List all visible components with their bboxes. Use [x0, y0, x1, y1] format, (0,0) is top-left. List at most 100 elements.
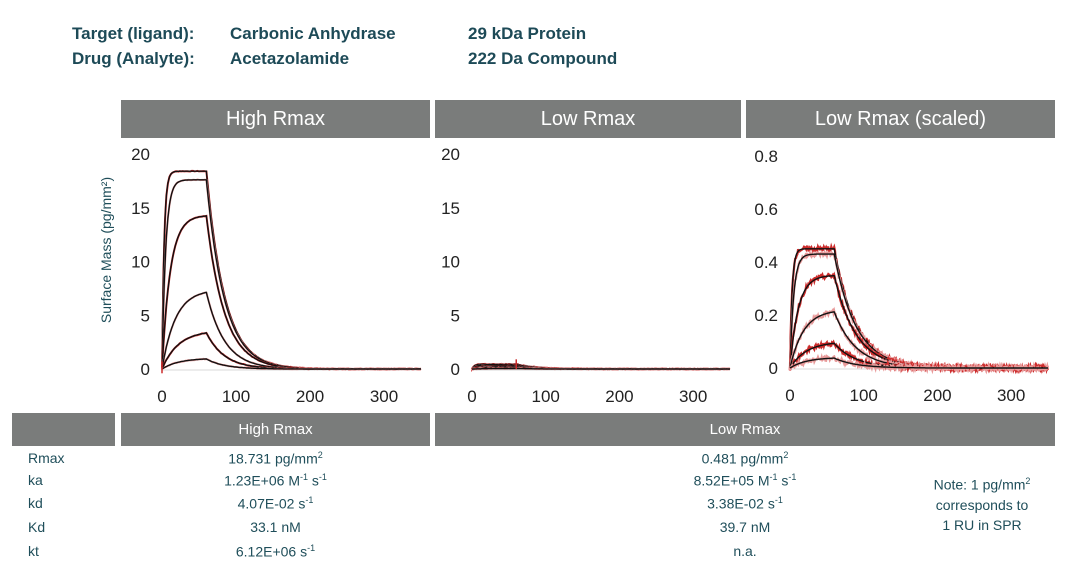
- chart-2-ytick-label: 0.8: [754, 147, 778, 166]
- chart-2-ytick-label: 0.2: [754, 306, 778, 325]
- chart-1-ytick-label: 15: [441, 199, 460, 218]
- table-header-low: Low Rmax: [435, 413, 1055, 446]
- chart-2-xtick-label: 0: [785, 386, 794, 405]
- chart-0-data-trace: [161, 178, 421, 371]
- chart-0-fit-line: [161, 215, 421, 370]
- cell-high-kd-part: 4.07E-02 s: [237, 495, 306, 512]
- cell-low-ka-part_sup: -1: [769, 472, 778, 482]
- chart-0-ytick-label: 15: [131, 199, 150, 218]
- note-line3: 1 RU in SPR: [942, 516, 1022, 533]
- chart-2-data-trace: [788, 271, 1049, 375]
- cell-high-ka-part_tail: s: [308, 472, 319, 489]
- chart-2-ytick-label: 0.6: [754, 200, 778, 219]
- chart-2-fit-line: [789, 275, 1048, 369]
- chart-2-data-trace: [788, 306, 1049, 374]
- cell-high-rmax-part: 18.731 pg/mm: [228, 450, 318, 467]
- cell-high-ka-part_sup2: -1: [318, 472, 327, 482]
- chart-2-xtick-label: 200: [923, 386, 951, 405]
- cell-low-kt: n.a.: [435, 543, 1055, 559]
- chart-2-data-trace: [788, 242, 1050, 375]
- note-line2: corresponds to: [935, 496, 1029, 513]
- chart-1-xtick-label: 200: [605, 387, 633, 406]
- note: Note: 1 pg/mm2 corresponds to 1 RU in SP…: [912, 471, 1052, 535]
- sensorgram-charts: Surface Mass (pg/mm²) 0 100 200 30005101520…: [98, 145, 1050, 406]
- row-label-ka: ka: [28, 472, 43, 488]
- chart-0-xtick-label: 200: [296, 387, 324, 406]
- cell-low-kd: 3.38E-02 s-1: [435, 495, 1055, 512]
- note-sup: 2: [1025, 476, 1031, 486]
- cell-high-ka: 1.23E+06 M-1 s-1: [121, 472, 430, 489]
- cell-low-kd-part_sup: -1: [774, 495, 783, 505]
- cell-low-kd-part: 3.38E-02 s: [707, 495, 775, 512]
- cell-high-rmax-part_sup: 2: [317, 450, 323, 460]
- cell-low-kd-part: 39.7 nM: [719, 519, 771, 535]
- cell-low-rmax-part_sup: 2: [783, 450, 789, 460]
- cell-high-kt-part: 6.12E+06 s: [235, 543, 308, 560]
- panel-title-low-rmax: Low Rmax: [435, 100, 741, 138]
- row-label-kd: Kd: [28, 519, 46, 535]
- chart-2-ytick-label: 0.4: [754, 253, 778, 272]
- cell-low-ka-part: 8.52E+05 M: [693, 472, 770, 489]
- cell-high-kt-part_sup: -1: [307, 543, 316, 553]
- cell-low-ka-part_sup2: -1: [788, 472, 797, 482]
- chart-0-data-trace: [161, 291, 422, 371]
- chart-2-fit-line: [789, 248, 1048, 369]
- chart-2-xtick-label: 300: [997, 386, 1025, 405]
- panel-title-high-rmax: High Rmax: [121, 100, 430, 138]
- chart-1-xtick-label: 100: [532, 387, 560, 406]
- chart-0-ytick-label: 5: [141, 306, 150, 325]
- row-label-kt: kt: [28, 543, 39, 559]
- chart-2-ytick-label: 0: [769, 359, 778, 378]
- target-value: Carbonic Anhydrase: [230, 24, 396, 43]
- chart-2-xtick-label: 100: [850, 386, 878, 405]
- chart-0-xtick-label: 0: [157, 387, 166, 406]
- cell-low-rmax: 0.481 pg/mm2: [435, 450, 1055, 467]
- chart-1-ytick-label: 0: [451, 360, 460, 379]
- cell-high-ka-part_sup: -1: [299, 472, 308, 482]
- chart-0-fit-line: [161, 179, 421, 370]
- drug-label: Drug (Analyte):: [72, 49, 195, 68]
- drug-size: 222 Da Compound: [468, 49, 618, 68]
- cell-high-rmax: 18.731 pg/mm2: [121, 450, 430, 467]
- cell-high-kd-part_sup: -1: [305, 495, 314, 505]
- chart-1-ytick-label: 5: [451, 306, 460, 325]
- chart-0-data-trace: [161, 169, 422, 371]
- cell-high-kd-part: 33.1 nM: [250, 519, 301, 535]
- chart-0-xtick-label: 300: [370, 387, 398, 406]
- cell-low-kt-part: n.a.: [733, 543, 757, 559]
- chart-0-fit-line: [161, 332, 421, 370]
- chart-1-ytick-label: 20: [441, 145, 460, 164]
- chart-1-xtick-label: 0: [467, 387, 476, 406]
- note-line1: Note: 1 pg/mm: [933, 476, 1026, 493]
- target-size: 29 kDa Protein: [468, 24, 587, 43]
- cell-high-kd: 33.1 nM: [121, 519, 430, 535]
- cell-low-ka-part_tail: s: [777, 472, 789, 489]
- chart-1-xtick-label: 300: [679, 387, 707, 406]
- table-corner-cell: [12, 413, 115, 446]
- y-axis-label: Surface Mass (pg/mm²): [98, 177, 114, 323]
- cell-high-ka-part: 1.23E+06 M: [224, 472, 300, 489]
- chart-1-ytick-label: 10: [441, 253, 460, 272]
- drug-value: Acetazolamide: [230, 49, 350, 68]
- chart-1-fit-line: [472, 367, 730, 370]
- row-label-kd: kd: [28, 495, 43, 511]
- chart-0-ytick-label: 0: [141, 360, 150, 379]
- panel-title-low-rmax-scaled: Low Rmax (scaled): [746, 100, 1055, 138]
- cell-low-ka: 8.52E+05 M-1 s-1: [435, 472, 1055, 489]
- chart-0-ytick-label: 20: [131, 145, 150, 164]
- row-label-rmax: Rmax: [28, 450, 65, 466]
- chart-0-fit-line: [161, 358, 421, 370]
- chart-0-data-trace: [161, 331, 422, 371]
- chart-0-ytick-label: 10: [131, 253, 150, 272]
- cell-high-kt: 6.12E+06 s-1: [121, 543, 430, 560]
- cell-low-kd: 39.7 nM: [435, 519, 1055, 535]
- chart-0-data-trace: [161, 214, 422, 371]
- cell-high-kd: 4.07E-02 s-1: [121, 495, 430, 512]
- table-header-high: High Rmax: [121, 413, 430, 446]
- cell-low-rmax-part: 0.481 pg/mm: [701, 450, 784, 467]
- chart-0-fit-line: [161, 291, 421, 370]
- chart-2-fit-line: [789, 357, 1048, 369]
- chart-0-fit-line: [161, 170, 421, 370]
- target-label: Target (ligand):: [72, 24, 195, 43]
- chart-0-xtick-label: 100: [222, 387, 250, 406]
